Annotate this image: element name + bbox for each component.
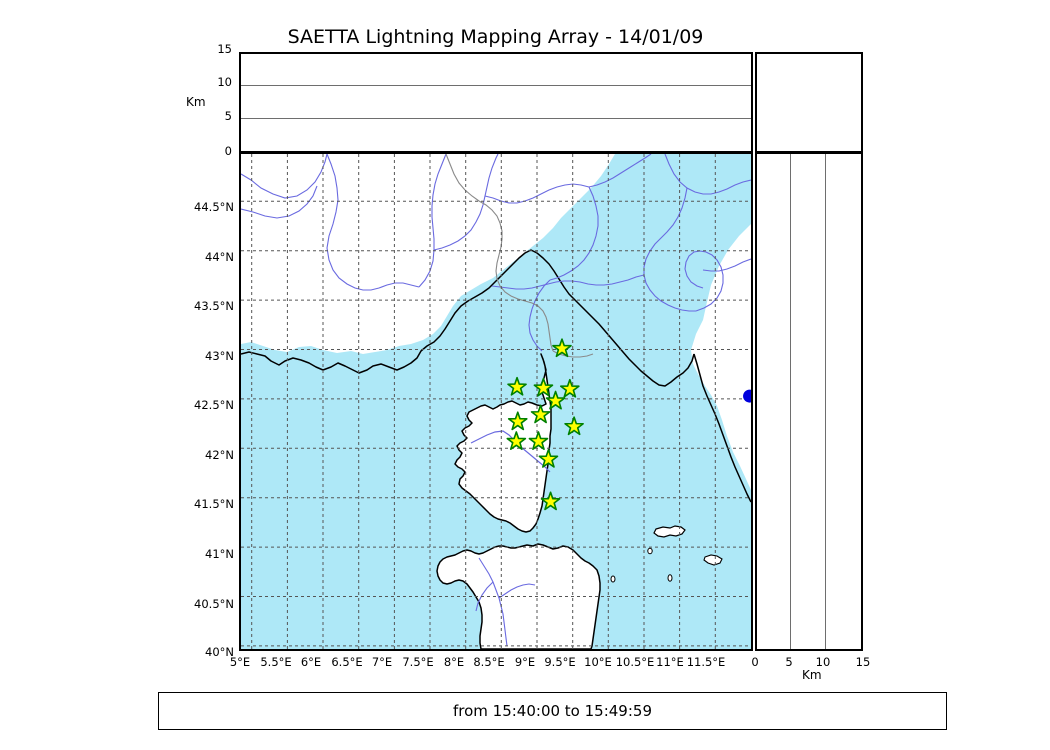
river-network	[241, 154, 751, 352]
map-xtick-10E: 10°E	[584, 655, 612, 669]
station-markers-layer	[506, 338, 584, 511]
top-panel-ytick-5: 5	[224, 109, 232, 123]
sardinia-river-2	[498, 583, 536, 599]
station-marker[interactable]	[540, 491, 561, 511]
top-panel-gridline-10	[241, 85, 751, 86]
station-marker[interactable]	[528, 431, 549, 450]
map-xtick-5.5E: 5.5°E	[260, 655, 292, 669]
map-ytick-41N: 41°N	[205, 547, 234, 561]
right-panel-gridline-5	[790, 154, 791, 649]
coastline-mainland	[241, 249, 695, 387]
islet-capraia	[610, 575, 616, 583]
map-gridlines	[241, 154, 751, 649]
station-marker[interactable]	[552, 338, 572, 358]
top-panel-ytick-10: 10	[217, 75, 232, 89]
time-range-box[interactable]: from 15:40:00 to 15:49:59	[158, 692, 947, 730]
map-ytick-42.5N: 42.5°N	[194, 398, 234, 412]
top-panel-gridline-5	[241, 118, 751, 119]
map-xtick-7E: 7°E	[371, 655, 393, 669]
right-panel-xtick-15: 15	[855, 655, 871, 669]
right-panel-gridline-10	[825, 154, 826, 649]
mainland-landmass-west	[241, 154, 615, 354]
map-ytick-40N: 40°N	[205, 645, 234, 659]
right-panel-xtick-0: 0	[751, 655, 759, 669]
map-xtick-8.5E: 8.5°E	[473, 655, 505, 669]
map-xtick-7.5E: 7.5°E	[402, 655, 434, 669]
top-altitude-panel[interactable]	[239, 52, 753, 153]
station-marker[interactable]	[507, 376, 527, 396]
map-xtick-10.5E: 10.5°E	[615, 655, 655, 669]
station-marker[interactable]	[559, 378, 580, 398]
right-panel-xtick-10: 10	[815, 655, 831, 669]
map-xtick-6.5E: 6.5°E	[331, 655, 363, 669]
top-panel-axis-label: Km	[186, 95, 206, 109]
map-xtick-5E: 5°E	[229, 655, 251, 669]
map-ytick-44N: 44°N	[205, 250, 234, 264]
time-range-text: from 15:40:00 to 15:49:59	[452, 702, 652, 720]
map-panel[interactable]	[239, 152, 753, 651]
station-marker[interactable]	[506, 431, 527, 450]
map-ytick-42N: 42°N	[205, 448, 234, 462]
right-panel-axis-label: Km	[802, 668, 822, 682]
map-xtick-8E: 8°E	[443, 655, 465, 669]
lightning-source-dot[interactable]	[743, 389, 751, 403]
top-panel-ytick-15: 15	[217, 42, 232, 56]
map-ytick-43N: 43°N	[205, 349, 234, 363]
right-panel-xtick-5: 5	[785, 655, 793, 669]
right-altitude-panel[interactable]	[755, 152, 863, 651]
map-xtick-11.5E: 11.5°E	[686, 655, 726, 669]
map-ytick-40.5N: 40.5°N	[194, 597, 234, 611]
islet-pianosa	[647, 547, 653, 555]
map-ytick-41.5N: 41.5°N	[194, 497, 234, 511]
map-graphic	[241, 154, 751, 649]
station-marker[interactable]	[530, 404, 551, 424]
map-xtick-9.5E: 9.5°E	[544, 655, 576, 669]
map-xtick-6E: 6°E	[300, 655, 322, 669]
islet-montecristo	[667, 574, 673, 582]
page-title: SAETTA Lightning Mapping Array - 14/01/0…	[287, 26, 704, 48]
sardinia-river	[478, 557, 508, 647]
map-xtick-9E: 9°E	[514, 655, 536, 669]
station-marker[interactable]	[533, 377, 554, 397]
coastline-italy-west	[693, 353, 751, 503]
map-ytick-43.5N: 43.5°N	[194, 299, 234, 313]
station-marker[interactable]	[564, 416, 584, 436]
top-panel-ytick-0: 0	[224, 144, 232, 158]
top-right-corner-panel[interactable]	[755, 52, 863, 153]
sardinia-river-3	[475, 581, 494, 612]
station-marker[interactable]	[545, 390, 566, 410]
islet-giglio	[703, 554, 723, 566]
station-marker[interactable]	[507, 411, 528, 431]
map-xtick-11E: 11°E	[656, 655, 684, 669]
station-marker[interactable]	[538, 449, 559, 468]
event-markers-layer	[743, 389, 751, 403]
elba-island	[653, 525, 686, 538]
map-ytick-44.5N: 44.5°N	[194, 200, 234, 214]
